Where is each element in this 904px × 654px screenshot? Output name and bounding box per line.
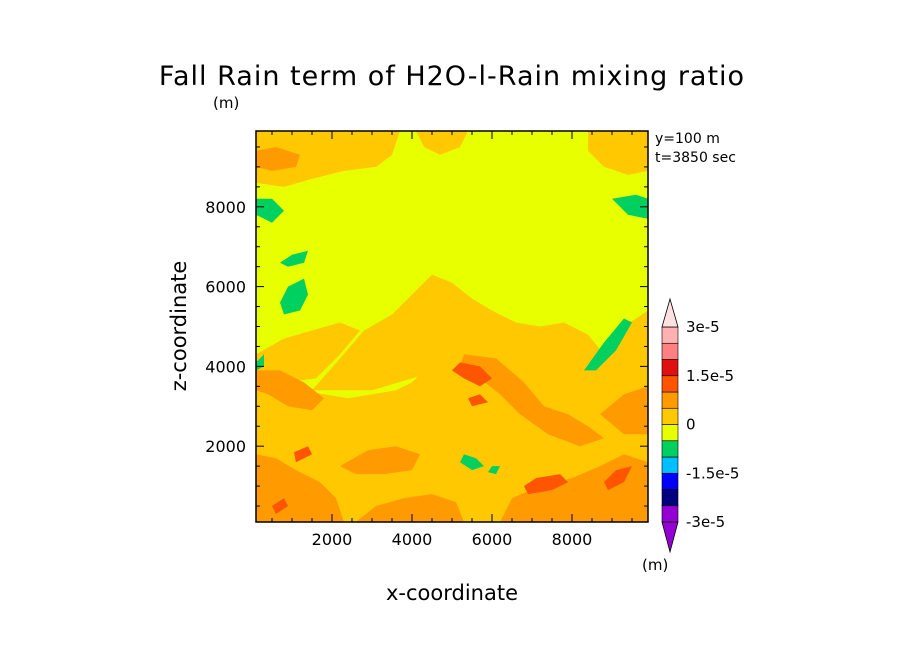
colorbar-swatch <box>661 456 679 474</box>
colorbar-swatch <box>661 342 679 360</box>
contour-region-dark-orange <box>524 474 568 495</box>
colorbar-under-arrow <box>661 521 679 554</box>
colorbar-swatch <box>661 440 679 458</box>
colorbar-swatch <box>661 489 679 507</box>
annotation-y: y=100 m <box>655 131 720 147</box>
contour-region-light-orange <box>416 131 468 155</box>
axis-tick-labels: 2000 4000 6000 8000 2000 4000 6000 8000 <box>205 198 592 549</box>
contour-region-green <box>612 194 648 219</box>
x-tick-label: 8000 <box>552 530 593 549</box>
contour-region-dark-orange <box>604 466 632 491</box>
contour-region-dark-orange <box>272 498 288 514</box>
colorbar-label: 1.5e-5 <box>686 367 734 385</box>
contour-region-dark-orange <box>294 446 312 463</box>
chart-units: (m) <box>213 94 239 112</box>
x-axis-label: x-coordinate <box>386 581 518 605</box>
contour-region-orange <box>340 446 420 475</box>
contour-region-dark-orange <box>468 394 488 407</box>
contour-region-light-orange <box>256 131 400 187</box>
colorbar-swatch <box>661 359 679 377</box>
contour-region-dark-orange <box>452 362 492 387</box>
colorbar-swatch <box>661 472 679 490</box>
y-tick-label: 8000 <box>205 198 246 217</box>
colorbar-swatch <box>661 326 679 344</box>
contour-region-green <box>280 278 308 315</box>
x-tick-label: 4000 <box>392 530 433 549</box>
chart-title: Fall Rain term of H2O-l-Rain mixing rati… <box>159 61 745 92</box>
annotation-time: t=3850 sec <box>655 150 736 166</box>
contour-region-orange <box>600 386 648 435</box>
contour-region-orange <box>356 494 464 522</box>
contour-region-green <box>256 198 284 223</box>
contour-region-green <box>280 250 308 267</box>
colorbar-swatch <box>661 424 679 442</box>
colorbar-label: 3e-5 <box>686 318 720 336</box>
colorbar <box>661 297 679 554</box>
colorbar-units: (m) <box>642 556 668 574</box>
contour-region-light-orange <box>256 322 360 383</box>
y-axis-label: z-coordinate <box>167 261 191 392</box>
colorbar-swatch <box>661 505 679 523</box>
contour-region-orange <box>256 370 324 411</box>
contour-region-light-orange <box>312 274 604 391</box>
colorbar-label: -3e-5 <box>686 513 725 531</box>
colorbar-labels: 3e-5 1.5e-5 0 -1.5e-5 -3e-5 <box>686 318 739 531</box>
contour-region-green <box>584 318 632 371</box>
colorbar-swatch <box>661 407 679 425</box>
contour-region-green <box>488 466 500 475</box>
y-tick-label: 2000 <box>205 437 246 456</box>
y-tick-label: 4000 <box>205 357 246 376</box>
colorbar-label: 0 <box>686 416 696 434</box>
colorbar-swatch <box>661 391 679 409</box>
plot-area <box>256 131 648 522</box>
contour-region-green <box>460 454 484 471</box>
y-tick-label: 6000 <box>205 278 246 297</box>
contour-region-light-orange <box>588 131 648 175</box>
colorbar-swatch <box>661 375 679 393</box>
contour-region-orange <box>500 454 648 522</box>
contour-region-orange <box>256 147 300 171</box>
colorbar-over-arrow <box>661 297 679 328</box>
x-tick-label: 6000 <box>472 530 513 549</box>
axis-ticks <box>256 131 648 522</box>
x-tick-label: 2000 <box>312 530 353 549</box>
contour-region-orange <box>460 354 604 447</box>
colorbar-label: -1.5e-5 <box>686 464 739 482</box>
